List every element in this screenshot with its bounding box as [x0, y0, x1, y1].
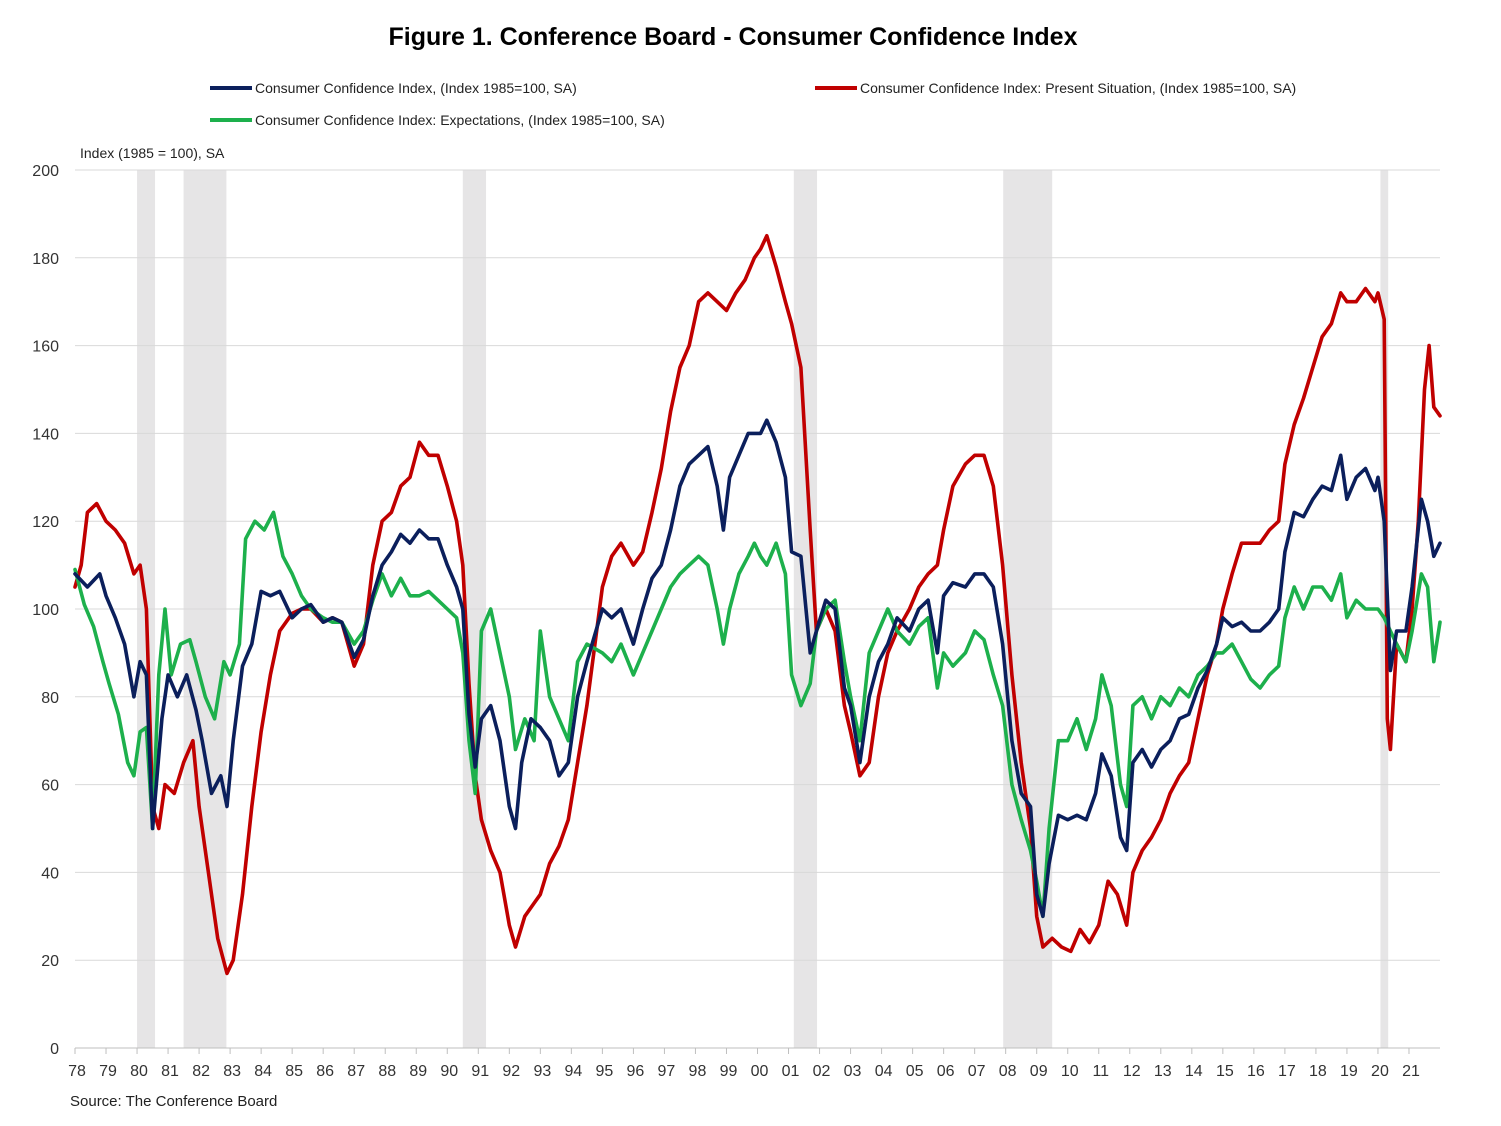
y-tick-label: 40: [41, 865, 59, 882]
x-tick-label: 96: [627, 1063, 645, 1080]
x-tick-label: 21: [1402, 1063, 1420, 1080]
x-tick-label: 80: [130, 1063, 148, 1080]
x-tick-label: 01: [782, 1063, 800, 1080]
x-tick-label: 17: [1278, 1063, 1296, 1080]
x-tick-label: 88: [378, 1063, 396, 1080]
y-tick-label: 140: [32, 426, 59, 443]
x-tick-label: 87: [347, 1063, 365, 1080]
x-tick-label: 94: [564, 1063, 582, 1080]
series-expectations-line: [73, 510, 1442, 919]
x-tick-label: 11: [1092, 1063, 1109, 1080]
x-tick-label: 16: [1247, 1063, 1265, 1080]
x-tick-label: 08: [999, 1063, 1017, 1080]
x-tick-label: 95: [595, 1063, 613, 1080]
x-tick-label: 00: [751, 1063, 769, 1080]
chart-title: Figure 1. Conference Board - Consumer Co…: [388, 23, 1077, 51]
x-tick-label: 84: [254, 1063, 272, 1080]
x-tick-label: 97: [658, 1063, 676, 1080]
x-tick-label: 99: [720, 1063, 738, 1080]
y-axis-ticks: 0 20 40 60 80 100 120 140 160 180 200: [32, 163, 59, 1058]
x-tick-label: 07: [968, 1063, 986, 1080]
y-tick-label: 80: [41, 690, 59, 707]
series-lines: [73, 234, 1442, 976]
x-axis-ticks: 78 79 80 81 82 83 84 85 86 87 88 89 90 91 92 93 94 95 96 97…: [68, 1048, 1420, 1080]
x-tick-label: 05: [906, 1063, 924, 1080]
x-tick-label: 91: [471, 1063, 489, 1080]
y-tick-label: 160: [32, 339, 59, 356]
y-tick-label: 0: [50, 1041, 59, 1058]
series-present-situation-line: [73, 234, 1442, 976]
x-tick-label: 12: [1123, 1063, 1141, 1080]
legend-label-present-situation-line: Consumer Confidence Index: Present Situa…: [860, 80, 1296, 96]
x-tick-label: 86: [316, 1063, 334, 1080]
x-tick-label: 02: [813, 1063, 831, 1080]
series-index-line: [73, 418, 1442, 919]
x-tick-label: 04: [875, 1063, 893, 1080]
y-tick-label: 200: [32, 163, 59, 180]
y-tick-label: 120: [32, 514, 59, 531]
x-tick-label: 20: [1371, 1063, 1389, 1080]
x-tick-label: 79: [99, 1063, 117, 1080]
y-axis-label: Index (1985 = 100), SA: [80, 145, 225, 161]
x-tick-label: 13: [1154, 1063, 1172, 1080]
x-tick-label: 19: [1340, 1063, 1358, 1080]
x-tick-label: 03: [844, 1063, 862, 1080]
source-note: Source: The Conference Board: [70, 1093, 277, 1110]
gridlines: [75, 169, 1440, 1049]
x-tick-label: 89: [409, 1063, 427, 1080]
y-tick-label: 100: [32, 602, 59, 619]
legend-label-expectations-line: Consumer Confidence Index: Expectations,…: [255, 112, 665, 128]
x-tick-label: 15: [1216, 1063, 1234, 1080]
x-tick-label: 90: [440, 1063, 458, 1080]
x-tick-label: 83: [223, 1063, 241, 1080]
y-tick-label: 180: [32, 251, 59, 268]
x-tick-label: 10: [1061, 1063, 1079, 1080]
x-tick-label: 14: [1185, 1063, 1203, 1080]
x-tick-label: 98: [689, 1063, 707, 1080]
x-tick-label: 81: [161, 1063, 179, 1080]
x-tick-label: 78: [68, 1063, 86, 1080]
x-tick-label: 92: [502, 1063, 520, 1080]
y-tick-label: 60: [41, 778, 59, 795]
x-tick-label: 09: [1030, 1063, 1048, 1080]
y-tick-label: 20: [41, 953, 59, 970]
x-tick-label: 82: [192, 1063, 210, 1080]
x-tick-label: 93: [533, 1063, 551, 1080]
x-tick-label: 06: [937, 1063, 955, 1080]
x-tick-label: 85: [285, 1063, 303, 1080]
x-tick-label: 18: [1309, 1063, 1327, 1080]
legend-label-index-line: Consumer Confidence Index, (Index 1985=1…: [255, 80, 577, 96]
legend: Consumer Confidence Index, (Index 1985=1…: [210, 80, 1296, 128]
